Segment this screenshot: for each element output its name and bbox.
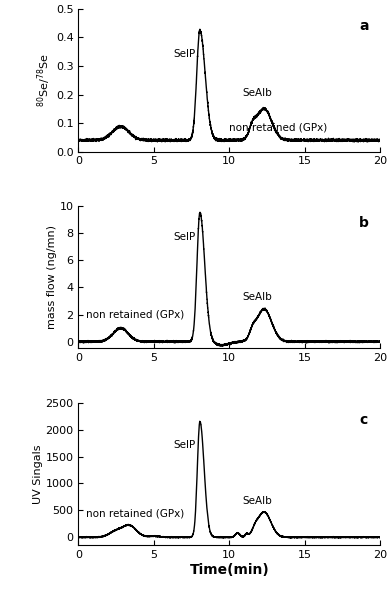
- Text: a: a: [359, 19, 368, 33]
- Text: SelP: SelP: [174, 440, 196, 451]
- Text: SeAlb: SeAlb: [242, 291, 272, 302]
- Text: c: c: [359, 412, 367, 427]
- Text: non retained (GPx): non retained (GPx): [86, 309, 184, 319]
- Text: SeAlb: SeAlb: [242, 88, 272, 98]
- Text: SeAlb: SeAlb: [242, 496, 272, 506]
- Text: SelP: SelP: [174, 232, 196, 242]
- Y-axis label: UV Singals: UV Singals: [33, 444, 43, 504]
- X-axis label: Time(min): Time(min): [189, 563, 269, 577]
- Text: non retained (GPx): non retained (GPx): [229, 122, 328, 132]
- Text: b: b: [359, 216, 369, 230]
- Y-axis label: $^{80}$Se/$^{78}$Se: $^{80}$Se/$^{78}$Se: [35, 54, 53, 107]
- Text: non retained (GPx): non retained (GPx): [86, 509, 184, 519]
- Y-axis label: mass flow (ng/mn): mass flow (ng/mn): [47, 225, 57, 329]
- Text: SelP: SelP: [174, 49, 196, 60]
